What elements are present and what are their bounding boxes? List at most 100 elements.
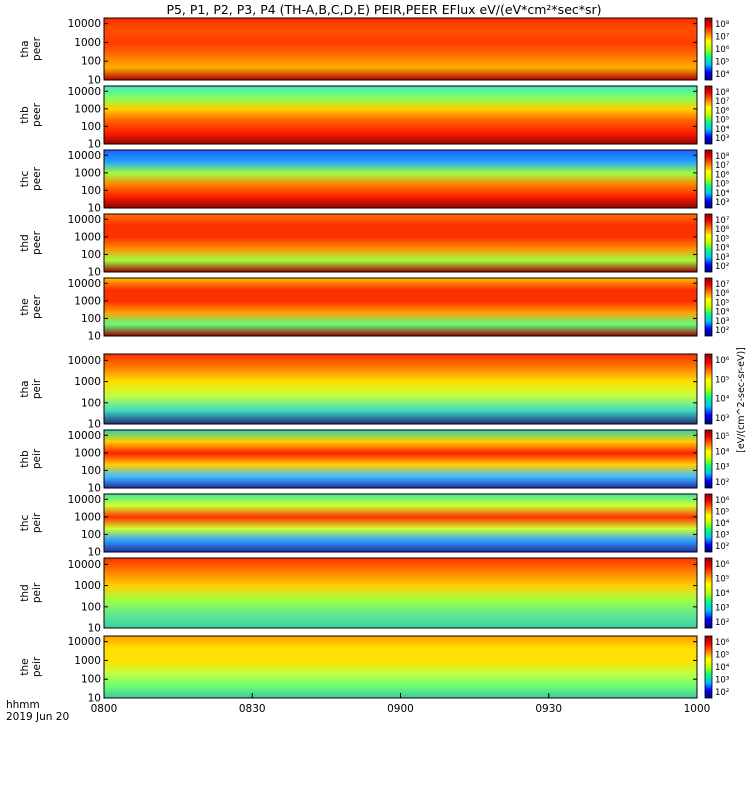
y-tick-label: 10000	[68, 559, 101, 571]
colorbar-tick-label: 10⁴	[715, 244, 730, 254]
colorbar-tick-label: 10⁸	[715, 88, 730, 98]
colorbar-tick-label: 10³	[715, 198, 729, 208]
ylabel-species: peer	[31, 294, 43, 319]
ylabel-species: peir	[31, 448, 43, 469]
panel-frame	[103, 213, 698, 273]
colorbar	[704, 17, 713, 81]
colorbar-tick-label: 10⁴	[715, 589, 730, 599]
colorbar-label: [eV/(cm^2-sec-sr-eV)]	[736, 347, 747, 453]
colorbar-tick-label: 10²	[715, 262, 729, 272]
colorbar-tick-label: 10³	[715, 134, 729, 144]
y-tick-label: 1000	[74, 231, 101, 243]
colorbar-tick-label: 10⁵	[715, 375, 729, 385]
colorbar-tick-label: 10⁵	[715, 298, 729, 308]
panel-the-peir: 10000 1000 100 10 the peir 10⁶ 10⁵ 10⁴ 10³ 10²	[19, 635, 730, 705]
colorbar-tick-label: 10⁴	[715, 125, 730, 135]
spectrogram-image	[104, 494, 697, 552]
y-tick-label: 10	[88, 483, 101, 495]
panel-tha-peir: 10000 1000 100 10 tha peir 10⁶ 10⁵ 10⁴ 10³	[19, 353, 730, 431]
colorbar-tick-label: 10³	[715, 463, 729, 473]
colorbar-tick-label: 10⁷	[715, 33, 730, 43]
panel-frame	[103, 493, 698, 553]
panel-tha-peer: 10000 1000 100 10 tha peer 10⁸ 10⁷ 10⁶ 10⁵ 10⁴	[19, 17, 730, 87]
ylabel-probe: thc	[19, 171, 31, 188]
colorbar-tick-label: 10⁴	[715, 663, 730, 673]
x-tick-label: 0900	[387, 703, 414, 715]
panel-frame	[103, 557, 698, 629]
spectrogram-image	[104, 150, 697, 208]
colorbar-tick-label: 10⁵	[715, 508, 729, 518]
colorbar-tick-label: 10⁴	[715, 519, 730, 529]
colorbar	[704, 277, 713, 337]
colorbar-tick-label: 10⁴	[715, 447, 730, 457]
colorbar-tick-label: 10⁷	[715, 280, 730, 290]
colorbar-tick-label: 10⁴	[715, 189, 730, 199]
spectrogram-image	[104, 354, 697, 424]
colorbar-tick-label: 10³	[715, 253, 729, 263]
y-tick-label: 10	[88, 419, 101, 431]
colorbar-tick-label: 10⁵	[715, 58, 729, 68]
y-tick-label: 1000	[74, 37, 101, 49]
y-tick-label: 100	[81, 674, 101, 686]
y-tick-label: 100	[81, 529, 101, 541]
colorbar-tick-label: 10²	[715, 688, 729, 698]
ylabel-probe: thc	[19, 515, 31, 532]
colorbar-tick-label: 10⁵	[715, 651, 729, 661]
panel-thd-peir: 10000 1000 100 10 thd peir 10⁶ 10⁵ 10⁴ 10³ 10²	[19, 557, 730, 635]
ylabel-species: peir	[31, 656, 43, 677]
ylabel-probe: tha	[19, 380, 31, 397]
colorbar-tick-label: 10⁸	[715, 20, 730, 30]
y-tick-label: 1000	[74, 580, 101, 592]
ylabel-probe: thb	[19, 106, 31, 124]
y-tick-label: 10000	[68, 355, 101, 367]
colorbar	[704, 493, 713, 553]
colorbar-tick-label: 10⁶	[715, 170, 730, 180]
colorbar-tick-label: 10⁸	[715, 152, 730, 162]
spectrogram-image	[104, 558, 697, 628]
colorbar	[704, 353, 713, 425]
colorbar-tick-label: 10⁶	[715, 106, 730, 116]
spectrogram-image	[104, 636, 697, 698]
y-tick-label: 1000	[74, 103, 101, 115]
panel-frame	[103, 17, 698, 81]
colorbar-tick-label: 10³	[715, 531, 729, 541]
y-tick-label: 10000	[68, 636, 101, 648]
x-tick-label: 0800	[91, 703, 118, 715]
spectrogram-image	[104, 278, 697, 336]
colorbar	[704, 429, 713, 489]
colorbar	[704, 557, 713, 629]
colorbar-tick-label: 10³	[715, 414, 729, 424]
spectrogram-image	[104, 214, 697, 272]
y-tick-label: 1000	[74, 376, 101, 388]
y-tick-label: 10	[88, 693, 101, 705]
colorbar-tick-label: 10⁵	[715, 180, 729, 190]
y-tick-label: 1000	[74, 511, 101, 523]
ylabel-probe: the	[19, 658, 31, 675]
colorbar-tick-label: 10²	[715, 542, 729, 552]
colorbar-tick-label: 10⁵	[715, 432, 729, 442]
y-tick-label: 100	[81, 121, 101, 133]
x-tick-label: 1000	[684, 703, 711, 715]
colorbar	[704, 149, 713, 209]
colorbar-tick-label: 10²	[715, 326, 729, 336]
colorbar-tick-label: 10⁵	[715, 234, 729, 244]
ylabel-species: peir	[31, 378, 43, 399]
ylabel-species: peer	[31, 230, 43, 255]
y-tick-label: 10	[88, 547, 101, 559]
y-tick-label: 1000	[74, 447, 101, 459]
spectrogram-image	[104, 86, 697, 144]
colorbar-tick-label: 10²	[715, 618, 729, 628]
spectrogram-image	[104, 18, 697, 80]
y-tick-label: 10	[88, 267, 101, 279]
colorbar-tick-label: 10⁵	[715, 575, 729, 585]
colorbar-tick-label: 10⁷	[715, 97, 730, 107]
figure-title: P5, P1, P2, P3, P4 (TH-A,B,C,D,E) PEIR,P…	[166, 2, 601, 17]
ylabel-probe: thd	[19, 234, 31, 251]
panel-frame	[103, 429, 698, 489]
panel-frame	[103, 277, 698, 337]
colorbar-tick-label: 10⁴	[715, 395, 730, 405]
